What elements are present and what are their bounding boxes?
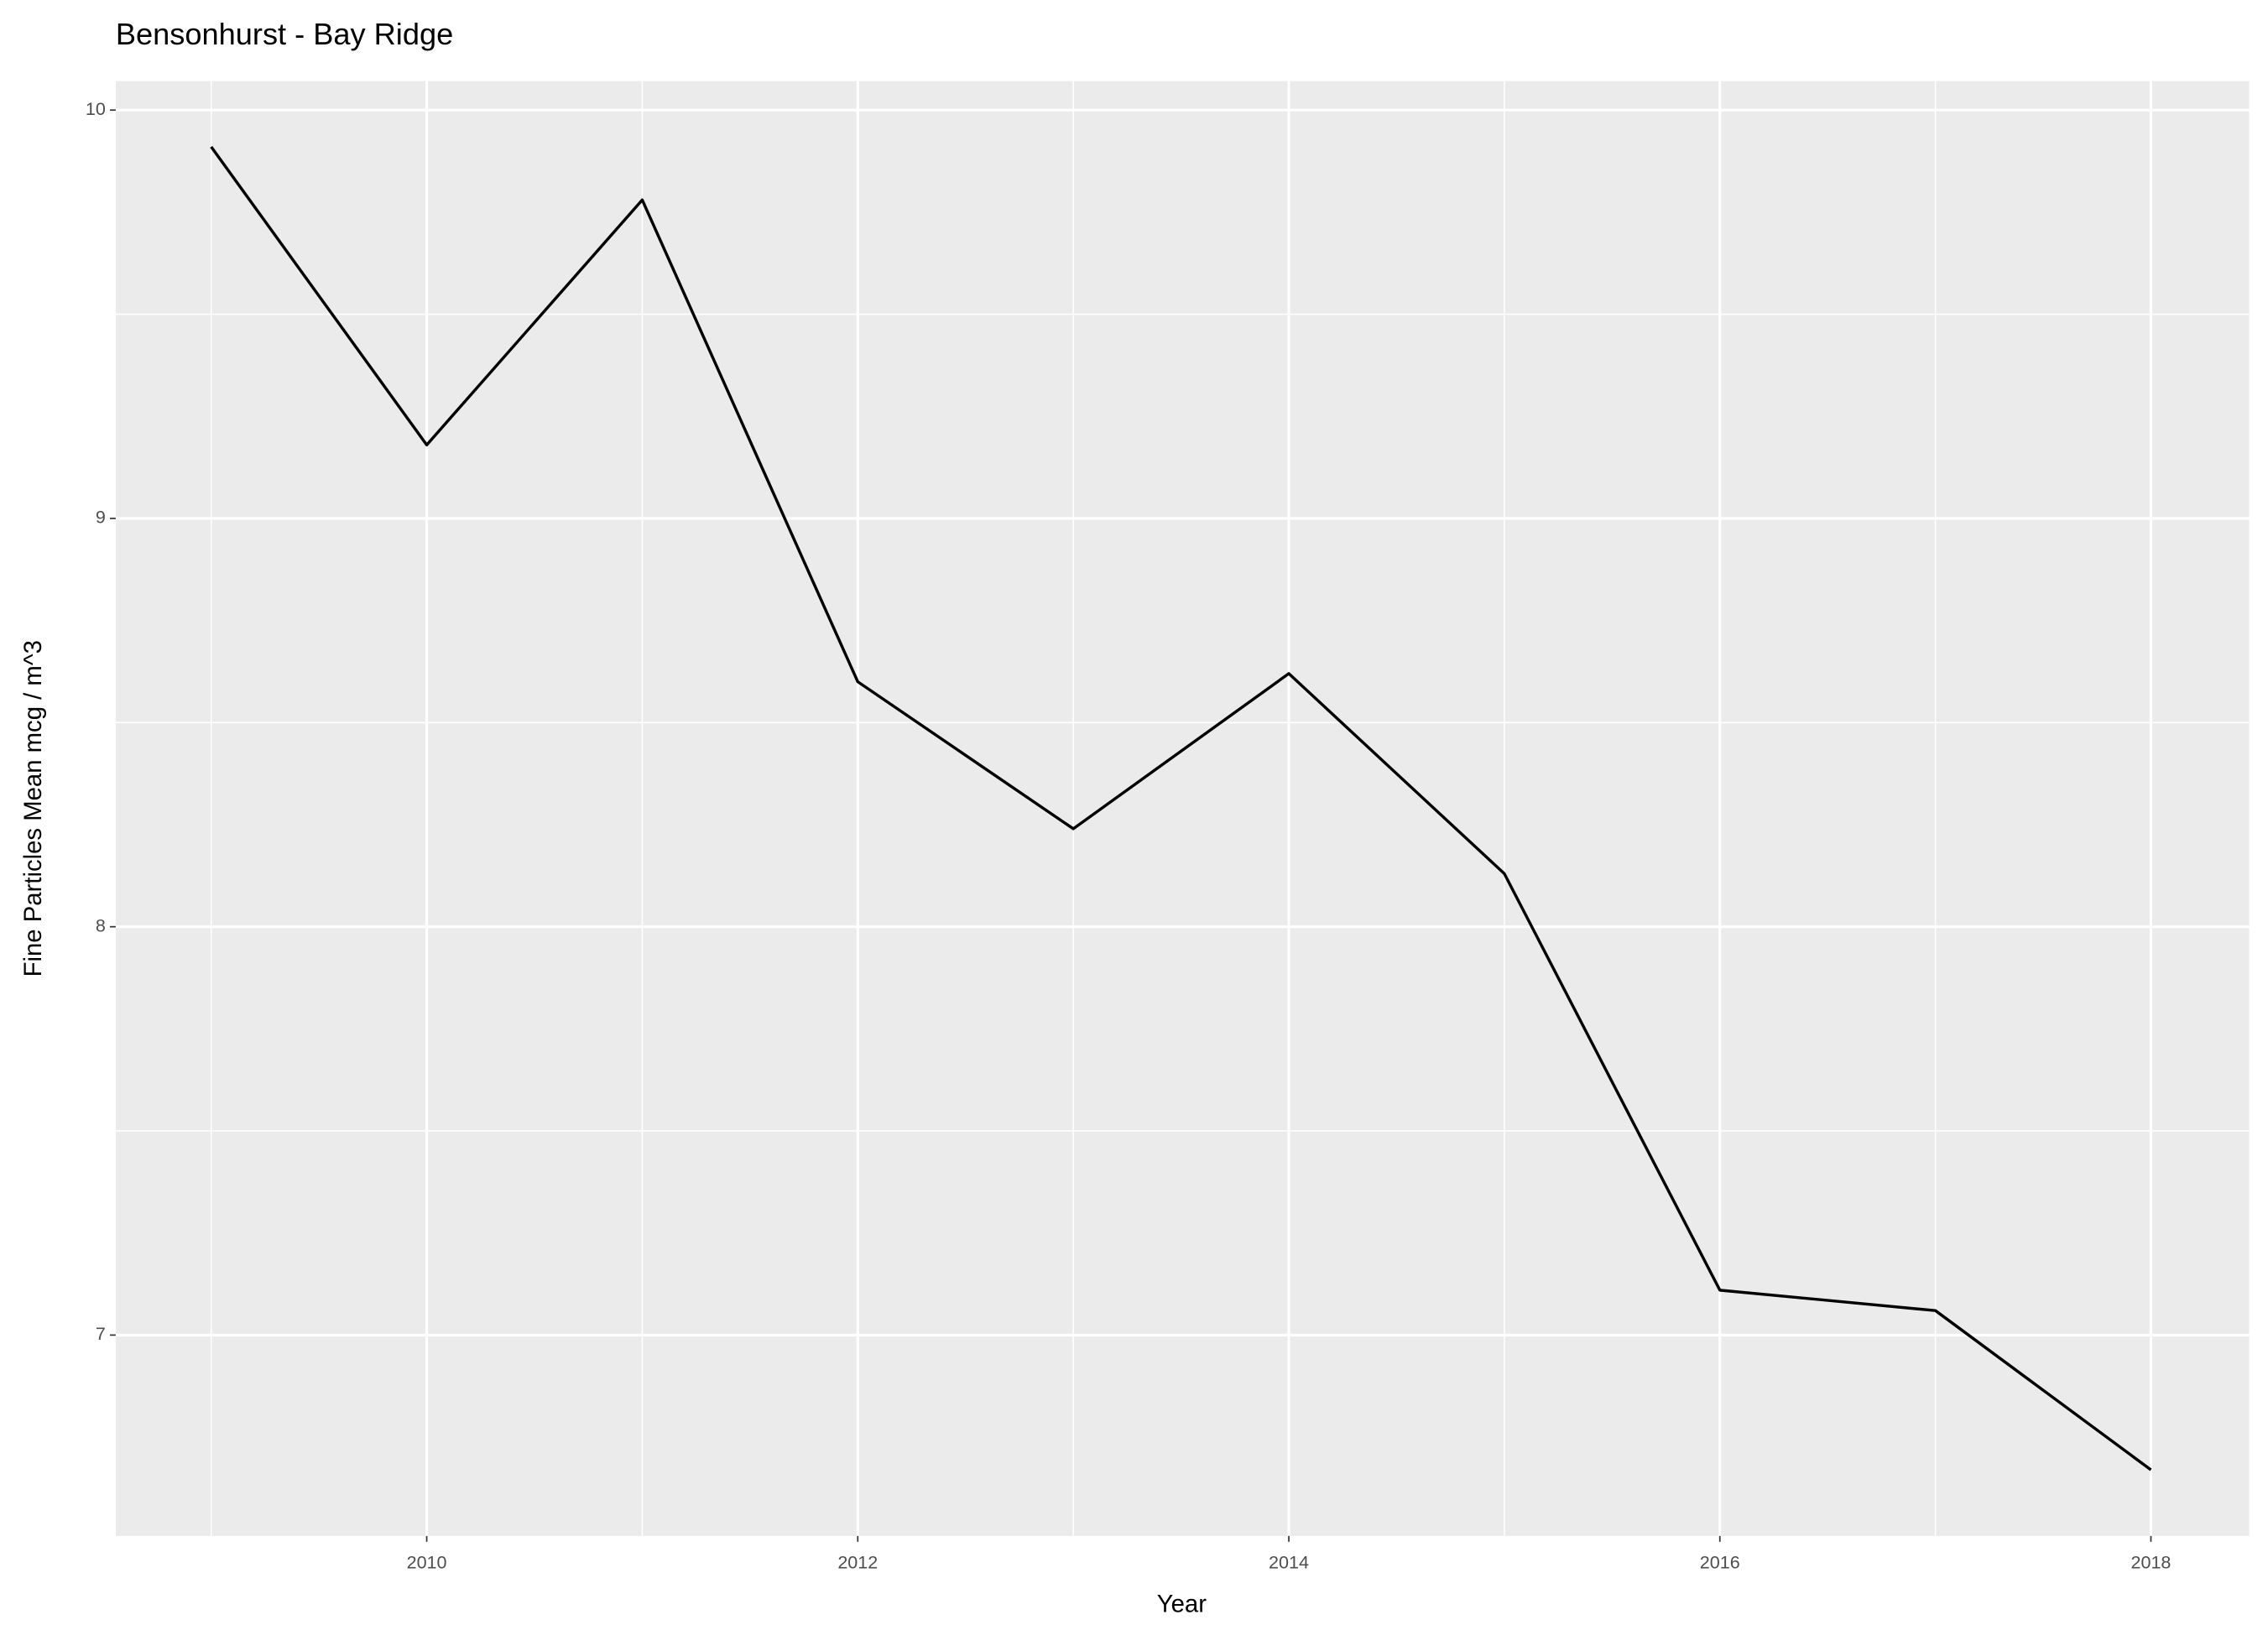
data-line — [210, 146, 2152, 1472]
chart-title: Bensonhurst - Bay Ridge — [116, 17, 453, 51]
y-tick-label: 10 — [86, 99, 106, 119]
x-tick-label: 2018 — [2131, 1552, 2172, 1572]
y-tick-label: 8 — [96, 915, 106, 935]
y-axis-title: Fine Particles Mean mcg / m^3 — [19, 640, 47, 977]
x-tick-label: 2016 — [1700, 1552, 1740, 1572]
y-tick-label: 9 — [96, 508, 106, 528]
x-axis-title: Year — [1157, 1590, 1207, 1617]
x-tick-label: 2012 — [837, 1552, 878, 1572]
x-tick-label: 2010 — [407, 1552, 447, 1572]
plot-panel — [115, 81, 2250, 1536]
x-tick-label: 2014 — [1269, 1552, 1309, 1572]
y-tick-label: 7 — [96, 1324, 106, 1344]
